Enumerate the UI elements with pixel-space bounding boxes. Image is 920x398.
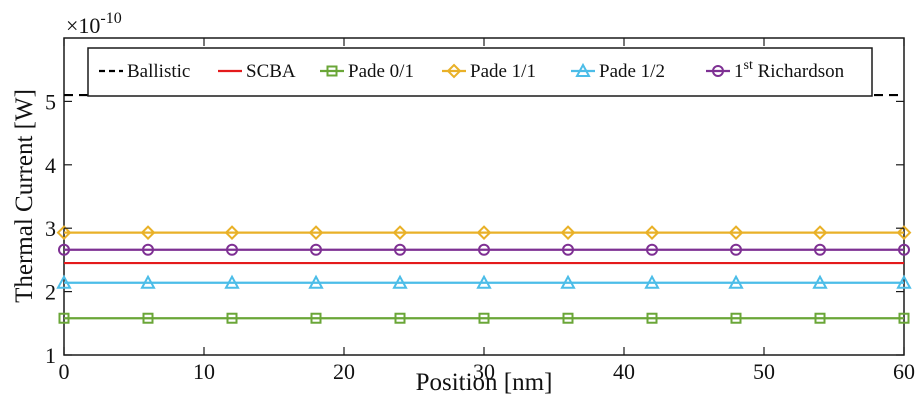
series-point: [814, 312, 826, 324]
series-point: [310, 243, 322, 256]
series-point: [56, 225, 72, 241]
x-axis-label: Position [nm]: [416, 369, 553, 396]
series-point: [394, 312, 406, 324]
legend: Ballistic SCBA Pade 0/1 Pade 1/1 Pade 1/2 1st…: [87, 47, 873, 97]
series-point: [308, 225, 324, 241]
series-pade-1-1: [56, 225, 912, 241]
legend-label: Pade 1/2: [599, 61, 665, 82]
series-point: [896, 225, 912, 241]
series-pade-0-1: [58, 312, 910, 324]
series-point: [814, 243, 826, 256]
y-multiplier-prefix: ×10: [66, 13, 100, 38]
y-tick-label: 3: [45, 216, 56, 241]
series-point: [58, 312, 70, 324]
x-tick-label: 20: [333, 359, 355, 384]
legend-label: SCBA: [246, 61, 296, 82]
legend-swatch-marker: [712, 65, 724, 77]
series-point: [478, 312, 490, 324]
series-1st-richardson: [58, 243, 910, 256]
series-point: [728, 274, 744, 289]
x-tick-label: 60: [893, 359, 915, 384]
y-axis-label: Thermal Current [W]: [11, 89, 38, 303]
series-point: [224, 274, 240, 289]
series-point: [392, 274, 408, 289]
x-tick-label: 30: [473, 359, 495, 384]
series-layer: [56, 93, 912, 324]
legend-label: Ballistic: [127, 61, 190, 82]
axes-layer: 0 10 20 30 40 50 60 1 2 3 4 5: [45, 38, 915, 384]
legend-label: Pade 1/1: [470, 61, 536, 82]
series-point: [476, 225, 492, 241]
series-point: [562, 312, 574, 324]
series-point: [728, 225, 744, 241]
y-tick-label: 2: [45, 280, 56, 305]
series-point: [730, 312, 742, 324]
x-tick-label: 10: [193, 359, 215, 384]
legend-swatch-marker: [575, 62, 591, 77]
series-point: [224, 225, 240, 241]
series-point: [58, 243, 70, 256]
y-multiplier-exponent: -10: [100, 10, 121, 27]
series-point: [226, 243, 238, 256]
series-pade-1-2: [56, 274, 912, 289]
y-tick-label: 5: [45, 89, 56, 114]
x-tick-label: 40: [613, 359, 635, 384]
series-point: [478, 243, 490, 256]
series-point: [226, 312, 238, 324]
series-point: [394, 243, 406, 256]
legend-swatch-marker: [446, 63, 462, 79]
series-point: [560, 274, 576, 289]
y-axis-multiplier: ×10-10: [66, 10, 122, 38]
series-point: [644, 274, 660, 289]
legend-label: Pade 0/1: [348, 61, 414, 82]
series-point: [56, 274, 72, 289]
series-point: [644, 225, 660, 241]
series-point: [142, 312, 154, 324]
series-point: [812, 225, 828, 241]
series-point: [730, 243, 742, 256]
series-point: [812, 274, 828, 289]
legend-swatch-marker: [326, 65, 338, 77]
series-point: [646, 243, 658, 256]
series-point: [308, 274, 324, 289]
series-point: [562, 243, 574, 256]
legend-label: 1st Richardson: [734, 58, 845, 82]
series-point: [142, 243, 154, 256]
series-point: [140, 225, 156, 241]
x-tick-label: 50: [753, 359, 775, 384]
series-point: [392, 225, 408, 241]
series-point: [896, 274, 912, 289]
series-point: [310, 312, 322, 324]
y-tick-label: 1: [45, 343, 56, 368]
y-tick-label: 4: [45, 153, 56, 178]
series-point: [898, 312, 910, 324]
series-point: [140, 274, 156, 289]
series-point: [646, 312, 658, 324]
x-tick-label: 0: [59, 359, 70, 384]
series-point: [476, 274, 492, 289]
series-point: [898, 243, 910, 256]
series-point: [560, 225, 576, 241]
